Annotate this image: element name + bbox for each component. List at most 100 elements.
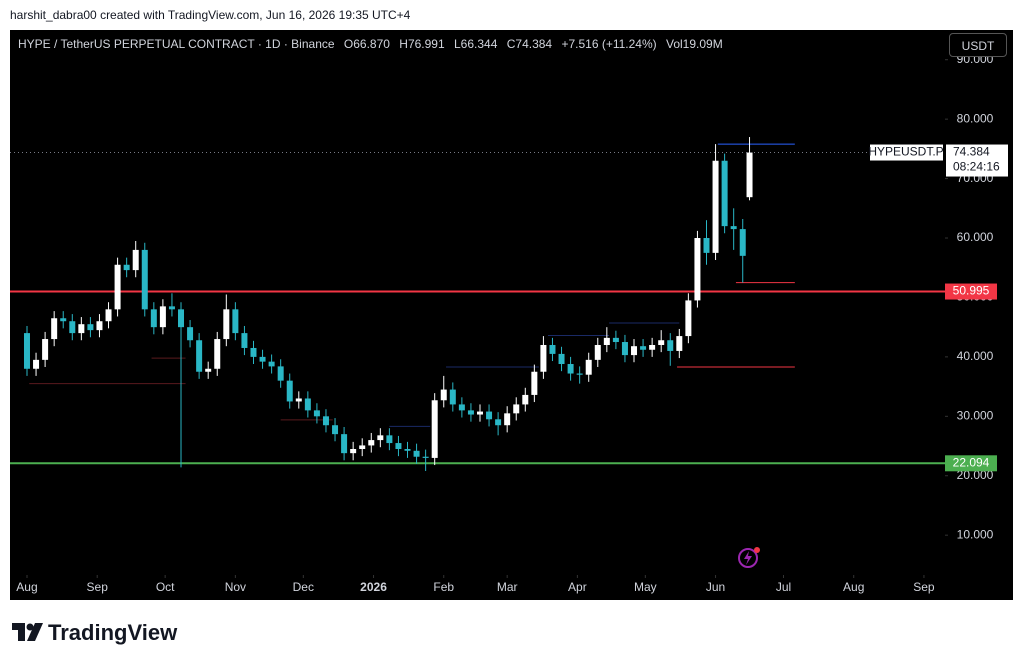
y-tick-label: 40.000 — [957, 349, 994, 363]
chart-header: HYPE / TetherUS PERPETUAL CONTRACT · 1D … — [18, 37, 729, 51]
candle-body — [703, 238, 710, 253]
candle-body — [205, 368, 212, 372]
candle-body — [286, 380, 293, 402]
candle-body — [178, 309, 185, 328]
stat: +7.516 (+11.24%) — [561, 37, 657, 51]
y-tick-label: 80.000 — [957, 111, 994, 125]
candle-body — [567, 364, 574, 374]
candle-body — [268, 361, 275, 367]
candle-body — [612, 337, 619, 343]
x-tick-label: May — [634, 580, 657, 594]
candle-body — [359, 445, 366, 450]
candle-body — [694, 238, 701, 301]
candle-body — [649, 344, 656, 350]
candle-body — [746, 152, 753, 198]
brand: TradingView — [48, 620, 178, 645]
x-tick-label: Sep — [87, 580, 109, 594]
x-tick-label: Oct — [156, 580, 175, 594]
candle-body — [51, 318, 58, 340]
candles — [23, 137, 753, 471]
candle-body — [513, 404, 520, 414]
candle-body — [531, 371, 538, 395]
candle-body — [594, 344, 601, 360]
candle-body — [42, 339, 49, 360]
candle-body — [241, 333, 248, 348]
candle-body — [114, 264, 121, 310]
y-tick-label: 20.000 — [957, 468, 994, 482]
price-tag — [945, 455, 997, 472]
candle-body — [676, 336, 683, 351]
candle-body — [159, 306, 166, 328]
chart-background — [10, 30, 1013, 600]
candle-body — [458, 404, 465, 411]
candle-body — [504, 413, 511, 426]
candle-body — [640, 346, 647, 350]
candle-body — [141, 249, 148, 310]
candle-body — [558, 353, 565, 365]
candle-body — [60, 318, 67, 322]
brand-logo — [12, 623, 43, 641]
candle-body — [549, 344, 556, 354]
candle-body — [395, 443, 402, 450]
candle-body — [187, 327, 194, 341]
candle-body — [214, 339, 221, 369]
candle-body — [332, 425, 339, 435]
y-tick-label: 30.000 — [957, 408, 994, 422]
candle-body — [522, 394, 529, 405]
x-tick-label: 2026 — [360, 580, 387, 594]
candle-body — [87, 324, 94, 331]
candle-body — [295, 398, 302, 402]
x-tick-label: Sep — [913, 580, 935, 594]
candle-body — [721, 160, 728, 227]
stat: O66.870 — [343, 37, 390, 51]
candle-body — [322, 416, 329, 426]
candle-body — [440, 389, 447, 401]
candle-body — [685, 300, 692, 337]
candle-body — [150, 309, 157, 328]
candle-body — [132, 249, 139, 271]
candle-body — [658, 340, 665, 345]
candle-body — [277, 366, 284, 381]
x-tick-label: Mar — [497, 580, 518, 594]
candle-body — [413, 450, 420, 457]
candle-body — [304, 398, 311, 411]
candle-body — [603, 337, 610, 345]
candle-body — [78, 324, 85, 334]
candle-body — [631, 346, 638, 356]
last-price-label: 74.384 — [953, 145, 990, 159]
watermark-icon — [738, 547, 760, 568]
candle-body — [540, 344, 547, 372]
countdown-label: 08:24:16 — [953, 160, 1000, 174]
candle-body — [223, 309, 230, 340]
candle-body — [476, 411, 483, 415]
candle-body — [96, 321, 103, 331]
candle-body — [69, 321, 76, 334]
x-tick-label: Dec — [293, 580, 314, 594]
candle-body — [168, 306, 175, 310]
symbol-tag-label: HYPEUSDT.P — [868, 145, 943, 159]
x-tick-label: Feb — [433, 580, 454, 594]
candle-body — [259, 356, 266, 362]
candle-body — [368, 440, 375, 446]
candle-body — [449, 389, 456, 405]
stat: C74.384 — [506, 37, 553, 51]
price-tag-label: 50.995 — [953, 284, 990, 298]
x-tick-label: Aug — [843, 580, 864, 594]
candle-body — [250, 347, 257, 357]
price-tag — [945, 283, 997, 300]
candle-body — [123, 264, 130, 271]
candle-body — [313, 410, 320, 417]
candle-body — [667, 340, 674, 351]
stat: H76.991 — [399, 37, 445, 51]
candle-body — [33, 359, 40, 369]
candle-body — [377, 435, 384, 441]
currency-button[interactable]: USDT — [949, 33, 1007, 57]
candle-body — [350, 449, 357, 454]
x-tick-label: Aug — [16, 580, 37, 594]
candle-body — [386, 435, 393, 444]
candle-body — [621, 342, 628, 356]
candle-body — [712, 160, 719, 253]
x-tick-label: Apr — [568, 580, 587, 594]
